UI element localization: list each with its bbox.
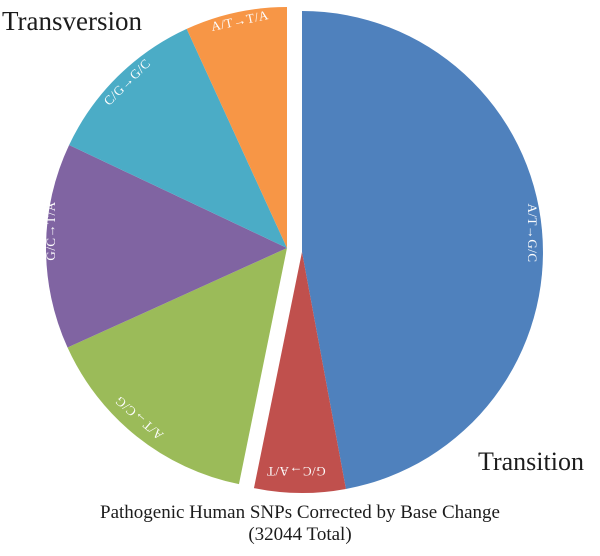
slice-label-a-t-g-c: A/T→G/C xyxy=(525,203,540,262)
annotation-transition: Transition xyxy=(478,447,584,476)
pie-slice-g-c-t-a xyxy=(46,145,287,348)
pie-slice-a-t-g-c xyxy=(302,11,543,489)
pie-slice-c-g-g-c xyxy=(69,28,288,249)
slice-label-g-c-a-t: G/C→A/T xyxy=(266,464,325,479)
chart-caption: Pathogenic Human SNPs Corrected by Base … xyxy=(0,502,600,546)
chart-title: Pathogenic Human SNPs Corrected by Base … xyxy=(100,502,500,523)
chart-subtitle: (32044 Total) xyxy=(248,524,352,545)
annotation-transversion: Transversion xyxy=(2,6,143,36)
pie-slice-g-c-a-t xyxy=(253,252,346,493)
pie-slice-a-t-t-a xyxy=(186,6,287,248)
slice-label-g-c-t-a: G/C→T/A xyxy=(43,201,58,260)
pie-slice-a-t-c-g xyxy=(67,248,287,485)
